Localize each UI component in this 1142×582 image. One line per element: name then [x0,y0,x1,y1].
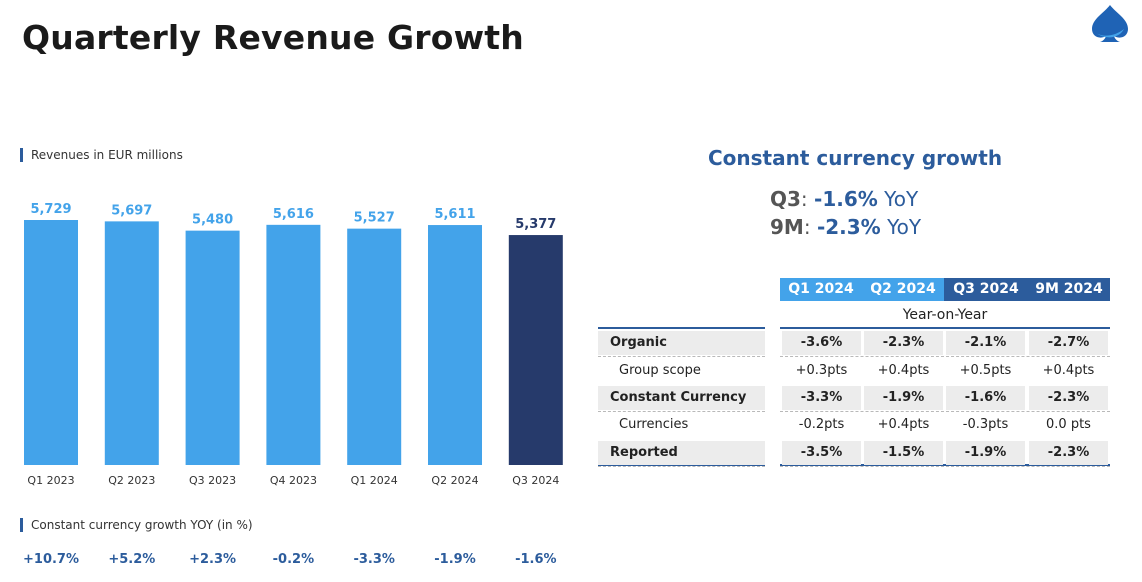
bar-q4-2023 [266,224,321,465]
table-cell: +0.5pts [959,363,1012,378]
cc-line-value: -2.3% [816,215,881,239]
table-rule [780,464,1110,466]
row-divider [780,411,1110,412]
table-cell: -2.7% [1029,331,1108,355]
table-row-label: Organic [598,331,765,355]
bar-value-label: 5,611 [434,207,475,222]
bar-value-label: 5,697 [111,203,152,218]
row-divider [780,466,1110,467]
yoy-value: +5.2% [108,552,156,567]
table-header-cell: Q3 2024 [944,278,1028,301]
row-divider [598,411,765,412]
table-cell: -1.9% [864,386,943,410]
table-row-label: Reported [598,441,765,465]
table-rule [780,327,1110,329]
cc-line-unit: YoY [884,187,919,211]
spade-logo-icon [1092,5,1128,42]
bar-value-label: 5,616 [273,207,314,222]
table-cell: -2.3% [1029,441,1108,465]
x-tick-label: Q2 2023 [108,474,155,487]
page-title: Quarterly Revenue Growth [22,18,524,57]
yoy-value: +10.7% [23,552,79,567]
table-cell: -3.6% [782,331,861,355]
row-divider [598,466,765,467]
table-cell: -0.2pts [798,417,845,432]
yoy-value: -3.3% [353,552,395,567]
x-tick-label: Q3 2024 [512,474,559,487]
table-cell: +0.3pts [795,363,848,378]
bar-q1-2024 [347,228,402,465]
revenue-bar-chart: 5,729 Q1 2023 5,697 Q2 2023 5,480 Q3 2023 5,61… [24,202,563,487]
x-tick-label: Q4 2023 [270,474,317,487]
table-rule [598,464,765,466]
yoy-value: +2.3% [189,552,237,567]
table-cell: -2.3% [1029,386,1108,410]
table-cell: +0.4pts [877,417,930,432]
yoy-value: -0.2% [272,552,315,567]
cc-line-unit: YoY [887,215,922,239]
table-cell: -1.6% [946,386,1025,410]
table-cell: 0.0 pts [1046,417,1091,432]
bar-value-label: 5,527 [354,211,395,226]
yoy-label: Constant currency growth YOY (in %) [20,518,253,532]
chart-title: Revenues in EUR millions [20,148,183,162]
table-header-cell: 9M 2024 [1028,278,1110,301]
table-cell: -1.5% [864,441,943,465]
table-row-label: Group scope [619,363,701,378]
table-cell: +0.4pts [1042,363,1095,378]
bar-q1-2023 [24,220,78,465]
table-row-label: Constant Currency [598,386,765,410]
cc-line-label: 9M [770,215,804,239]
table-row-label: Currencies [619,417,689,432]
bar-value-label: 5,377 [515,217,556,232]
table-rule [598,327,765,329]
cc-line-q3: Q3: -1.6% YoY [770,187,919,211]
table-caption: Year-on-Year [902,307,988,323]
x-tick-label: Q3 2023 [189,474,236,487]
bar-q3-2024 [508,235,563,465]
yoy-values-row: +10.7% +5.2% +2.3% -0.2% -3.3% -1.9% -1.6% [0,552,580,572]
bar-q3-2023 [185,230,240,465]
bar-q2-2024 [428,225,482,465]
bar-value-label: 5,729 [30,202,71,217]
cc-line-label: Q3 [770,187,801,211]
table-cell: -2.3% [864,331,943,355]
cc-line-value: -1.6% [814,187,878,211]
table-cell: -1.9% [946,441,1025,465]
row-divider [598,356,765,357]
table-cell: -3.5% [782,441,861,465]
table-header-cell: Q2 2024 [862,278,944,301]
cc-growth-heading: Constant currency growth [708,146,1003,170]
bar-q2-2023 [104,221,159,465]
cc-line-9m: 9M: -2.3% YoY [770,215,922,239]
x-tick-label: Q1 2024 [351,474,398,487]
table-cell: -0.3pts [962,417,1009,432]
bar-value-label: 5,480 [192,213,233,228]
table-cell: +0.4pts [877,363,930,378]
x-tick-label: Q2 2024 [431,474,478,487]
table-header-cell: Q1 2024 [780,278,862,301]
row-divider [780,356,1110,357]
yoy-value: -1.9% [434,552,476,567]
table-cell: -3.3% [782,386,861,410]
x-tick-label: Q1 2023 [27,474,74,487]
yoy-value: -1.6% [515,552,557,567]
table-cell: -2.1% [946,331,1025,355]
